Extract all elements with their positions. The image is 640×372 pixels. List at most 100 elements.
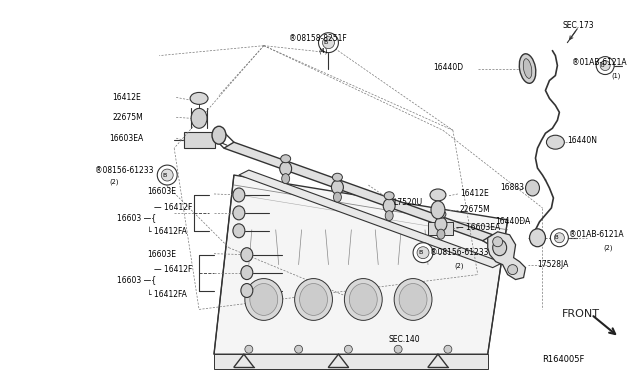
Text: ®08156-61233: ®08156-61233 [430,248,488,257]
Circle shape [413,243,433,263]
Text: (4): (4) [319,47,328,54]
Text: (1): (1) [611,72,621,79]
Ellipse shape [383,199,395,213]
Text: B: B [162,173,166,177]
Circle shape [294,345,303,353]
Circle shape [319,33,339,52]
Ellipse shape [399,283,427,315]
Text: ®08158-8251F: ®08158-8251F [289,34,346,43]
Ellipse shape [294,279,332,320]
Ellipse shape [245,279,283,320]
Text: B: B [555,235,558,240]
Polygon shape [224,142,493,241]
Text: 17528JA: 17528JA [538,260,569,269]
Circle shape [417,247,429,259]
Ellipse shape [241,266,253,280]
Ellipse shape [437,229,445,239]
Text: B: B [600,63,604,68]
Text: (2): (2) [603,244,612,251]
Ellipse shape [250,283,278,315]
Ellipse shape [547,135,564,149]
Circle shape [596,57,614,74]
Ellipse shape [332,173,342,181]
Circle shape [394,345,402,353]
Text: B: B [323,40,328,45]
Circle shape [444,345,452,353]
Text: (2): (2) [454,262,463,269]
Text: 16603E: 16603E [147,250,176,259]
Circle shape [344,345,353,353]
Text: 16440D: 16440D [433,63,463,72]
Ellipse shape [525,180,540,196]
Ellipse shape [282,174,290,184]
Ellipse shape [280,162,292,176]
Circle shape [550,229,568,247]
Circle shape [245,345,253,353]
Ellipse shape [384,192,394,200]
Circle shape [508,264,518,275]
Ellipse shape [241,283,253,298]
Text: B: B [418,250,422,255]
Text: ®01AB-6121A: ®01AB-6121A [572,58,627,67]
Text: R164005F: R164005F [543,355,585,364]
Circle shape [554,233,564,243]
Polygon shape [428,222,453,235]
Ellipse shape [344,279,382,320]
Circle shape [323,37,335,49]
Text: 16603E: 16603E [147,187,176,196]
Polygon shape [488,232,525,280]
Ellipse shape [431,201,445,219]
Text: (2): (2) [109,179,119,185]
Text: 22675M: 22675M [460,205,491,214]
Ellipse shape [435,217,447,231]
Ellipse shape [430,189,446,201]
Ellipse shape [281,155,291,163]
Text: FRONT: FRONT [561,310,600,320]
Polygon shape [214,175,508,354]
Text: SEC.140: SEC.140 [388,335,420,344]
Polygon shape [214,354,488,369]
Text: ®08156-61233: ®08156-61233 [95,166,153,174]
Text: 16603 —{: 16603 —{ [118,275,157,284]
Polygon shape [239,170,502,267]
Ellipse shape [529,229,545,247]
Text: 16603EA: 16603EA [109,134,144,143]
Ellipse shape [300,283,328,315]
Text: └ 16412FA: └ 16412FA [147,227,187,236]
Ellipse shape [233,224,245,238]
Ellipse shape [233,188,245,202]
Polygon shape [184,132,215,148]
Text: 16883: 16883 [500,183,525,192]
Ellipse shape [493,240,507,256]
Text: SEC.173: SEC.173 [563,21,594,30]
Text: — 16412F: — 16412F [154,203,193,212]
Ellipse shape [385,211,393,221]
Circle shape [600,61,610,71]
Ellipse shape [333,192,341,202]
Circle shape [157,165,177,185]
Circle shape [161,169,173,181]
Text: — 16412F: — 16412F [154,265,193,274]
Text: 22675M: 22675M [113,113,143,122]
Ellipse shape [524,59,532,78]
Ellipse shape [212,126,226,144]
Text: 16412E: 16412E [113,93,141,102]
Ellipse shape [394,279,432,320]
Ellipse shape [191,108,207,128]
Text: 16603 —{: 16603 —{ [118,214,157,222]
Ellipse shape [349,283,377,315]
Text: L7520U: L7520U [393,198,422,208]
Ellipse shape [233,206,245,220]
Text: — 16603EA: — 16603EA [456,223,500,232]
Circle shape [493,237,502,247]
Text: └ 16412FA: └ 16412FA [147,290,187,299]
Ellipse shape [332,180,344,194]
Ellipse shape [190,92,208,105]
Ellipse shape [436,210,446,218]
Text: 16440N: 16440N [567,136,597,145]
Text: 16440DA: 16440DA [496,217,531,226]
Ellipse shape [519,54,536,83]
Ellipse shape [241,248,253,262]
Text: ®01AB-6121A: ®01AB-6121A [570,230,624,239]
Text: 16412E: 16412E [460,189,488,199]
